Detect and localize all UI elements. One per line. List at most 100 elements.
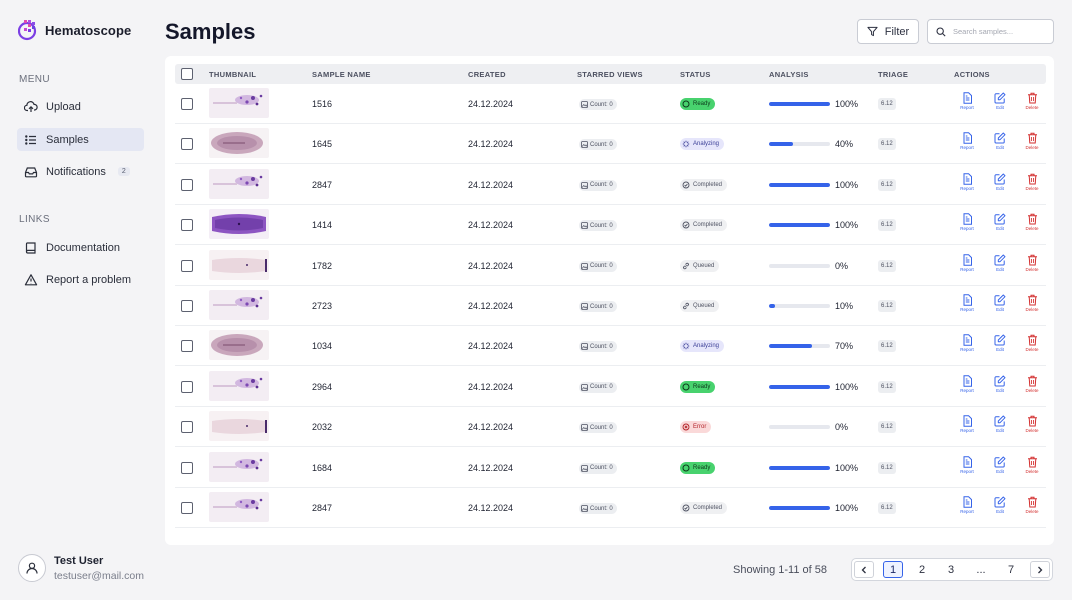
edit-button[interactable]: Edit bbox=[990, 92, 1010, 110]
starred-views-chip[interactable]: Count: 0 bbox=[579, 341, 617, 353]
sample-name[interactable]: 2847 bbox=[312, 503, 333, 513]
table-row[interactable]: 2847 24.12.2024 Count: 0 Completed 100% … bbox=[175, 165, 1046, 205]
sample-thumbnail[interactable] bbox=[209, 88, 269, 118]
starred-views-chip[interactable]: Count: 0 bbox=[579, 462, 617, 474]
column-header-triage[interactable]: TRIAGE bbox=[878, 70, 909, 79]
sample-name[interactable]: 2964 bbox=[312, 381, 333, 392]
delete-button[interactable]: Delete bbox=[1022, 294, 1042, 312]
table-row[interactable]: 2964 24.12.2024 Count: 0 Ready 100% 6.12… bbox=[175, 367, 1046, 407]
edit-button[interactable]: Edit bbox=[990, 132, 1010, 150]
report-button[interactable]: Report bbox=[957, 92, 977, 110]
sample-name[interactable]: 1645 bbox=[312, 139, 333, 150]
row-checkbox[interactable] bbox=[181, 461, 193, 474]
row-checkbox[interactable] bbox=[181, 259, 193, 272]
report-button[interactable]: Report bbox=[957, 132, 977, 150]
sidebar-item-documentation[interactable]: Documentation bbox=[17, 236, 144, 259]
report-button[interactable]: Report bbox=[957, 455, 977, 474]
starred-views-chip[interactable]: Count: 0 bbox=[579, 260, 617, 272]
column-header-created[interactable]: CREATED bbox=[468, 70, 506, 79]
table-row[interactable]: 2723 24.12.2024 Count: 0 Queued 10% 6.12… bbox=[175, 286, 1046, 326]
delete-button[interactable]: Delete bbox=[1022, 213, 1042, 231]
app-logo[interactable]: Hematoscope bbox=[18, 19, 131, 41]
sample-name[interactable]: 2847 bbox=[312, 179, 333, 190]
starred-views-chip[interactable]: Count: 0 bbox=[579, 503, 617, 514]
table-row[interactable]: 1782 24.12.2024 Count: 0 Queued 0% 6.12 … bbox=[175, 246, 1046, 286]
report-button[interactable]: Report bbox=[957, 375, 977, 393]
report-button[interactable]: Report bbox=[957, 496, 977, 514]
edit-button[interactable]: Edit bbox=[990, 375, 1010, 393]
edit-button[interactable]: Edit bbox=[990, 415, 1010, 433]
sample-thumbnail[interactable] bbox=[209, 492, 269, 522]
delete-button[interactable]: Delete bbox=[1022, 334, 1042, 352]
row-checkbox[interactable] bbox=[181, 178, 193, 191]
edit-button[interactable]: Edit bbox=[990, 456, 1010, 474]
sample-thumbnail[interactable] bbox=[209, 168, 269, 199]
delete-button[interactable]: Delete bbox=[1022, 173, 1042, 191]
row-checkbox[interactable] bbox=[181, 138, 193, 151]
row-checkbox[interactable] bbox=[181, 380, 193, 393]
report-button[interactable]: Report bbox=[957, 213, 977, 231]
edit-button[interactable]: Edit bbox=[990, 254, 1010, 272]
user-profile[interactable]: Test User testuser@mail.com bbox=[18, 554, 144, 582]
edit-button[interactable]: Edit bbox=[990, 173, 1010, 191]
report-button[interactable]: Report bbox=[957, 294, 977, 312]
starred-views-chip[interactable]: Count: 0 bbox=[579, 139, 617, 151]
column-header-status[interactable]: STATUS bbox=[680, 70, 711, 79]
page-button-2[interactable]: 2 bbox=[918, 563, 926, 576]
sidebar-item-report-problem[interactable]: Report a problem bbox=[17, 268, 144, 291]
edit-button[interactable]: Edit bbox=[990, 213, 1010, 231]
sidebar-item-notifications[interactable]: Notifications 2 bbox=[17, 160, 144, 183]
delete-button[interactable]: Delete bbox=[1022, 415, 1042, 433]
sample-thumbnail[interactable] bbox=[209, 330, 269, 361]
edit-button[interactable]: Edit bbox=[990, 496, 1010, 514]
sample-name[interactable]: 2032 bbox=[312, 422, 333, 433]
previous-page-button[interactable] bbox=[854, 561, 874, 578]
search-input[interactable] bbox=[953, 27, 1048, 36]
starred-views-chip[interactable]: Count: 0 bbox=[579, 220, 617, 232]
delete-button[interactable]: Delete bbox=[1022, 92, 1042, 110]
select-all-checkbox[interactable] bbox=[181, 68, 193, 80]
next-page-button[interactable] bbox=[1030, 561, 1050, 578]
report-button[interactable]: Report bbox=[957, 173, 977, 191]
column-header-sample-name[interactable]: SAMPLE NAME bbox=[312, 70, 371, 79]
table-row[interactable]: 1516 24.12.2024 Count: 0 Ready 100% 6.12… bbox=[175, 84, 1046, 124]
edit-button[interactable]: Edit bbox=[990, 294, 1010, 312]
sample-name[interactable]: 1034 bbox=[312, 341, 333, 352]
starred-views-chip[interactable]: Count: 0 bbox=[579, 179, 617, 191]
sample-thumbnail[interactable] bbox=[209, 209, 269, 240]
edit-button[interactable]: Edit bbox=[990, 334, 1010, 352]
report-button[interactable]: Report bbox=[957, 415, 977, 433]
row-checkbox[interactable] bbox=[181, 421, 193, 434]
row-checkbox[interactable] bbox=[181, 300, 193, 312]
starred-views-chip[interactable]: Count: 0 bbox=[579, 422, 617, 434]
report-button[interactable]: Report bbox=[957, 253, 977, 272]
filter-button[interactable]: Filter bbox=[857, 19, 919, 44]
sample-name[interactable]: 1414 bbox=[312, 220, 333, 231]
sample-name[interactable]: 2723 bbox=[312, 301, 333, 311]
delete-button[interactable]: Delete bbox=[1022, 456, 1042, 474]
row-checkbox[interactable] bbox=[181, 502, 193, 514]
starred-views-chip[interactable]: Count: 0 bbox=[579, 99, 617, 110]
sample-name[interactable]: 1516 bbox=[312, 99, 333, 109]
delete-button[interactable]: Delete bbox=[1022, 375, 1042, 393]
page-button-7[interactable]: 7 bbox=[1007, 563, 1015, 576]
table-row[interactable]: 1034 24.12.2024 Count: 0 Analyzing 70% 6… bbox=[175, 326, 1046, 367]
column-header-analysis[interactable]: ANALYSIS bbox=[769, 70, 809, 79]
report-button[interactable]: Report bbox=[957, 334, 977, 352]
column-header-starred-views[interactable]: STARRED VIEWS bbox=[577, 70, 643, 79]
starred-views-chip[interactable]: Count: 0 bbox=[579, 301, 617, 312]
sample-name[interactable]: 1782 bbox=[312, 260, 333, 271]
delete-button[interactable]: Delete bbox=[1022, 254, 1042, 272]
table-row[interactable]: 2032 24.12.2024 Count: 0 Error 0% 6.12 R… bbox=[175, 407, 1046, 448]
sidebar-item-upload[interactable]: Upload bbox=[17, 95, 144, 118]
delete-button[interactable]: Delete bbox=[1022, 132, 1042, 150]
sample-thumbnail[interactable] bbox=[209, 128, 269, 159]
page-button-1[interactable]: 1 bbox=[883, 561, 903, 578]
delete-button[interactable]: Delete bbox=[1022, 496, 1042, 514]
table-row[interactable]: 1645 24.12.2024 Count: 0 Analyzing 40% 6… bbox=[175, 124, 1046, 165]
sample-thumbnail[interactable] bbox=[209, 411, 269, 442]
row-checkbox[interactable] bbox=[181, 340, 193, 353]
row-checkbox[interactable] bbox=[181, 219, 193, 232]
page-button-3[interactable]: 3 bbox=[947, 563, 955, 576]
starred-views-chip[interactable]: Count: 0 bbox=[579, 381, 617, 393]
